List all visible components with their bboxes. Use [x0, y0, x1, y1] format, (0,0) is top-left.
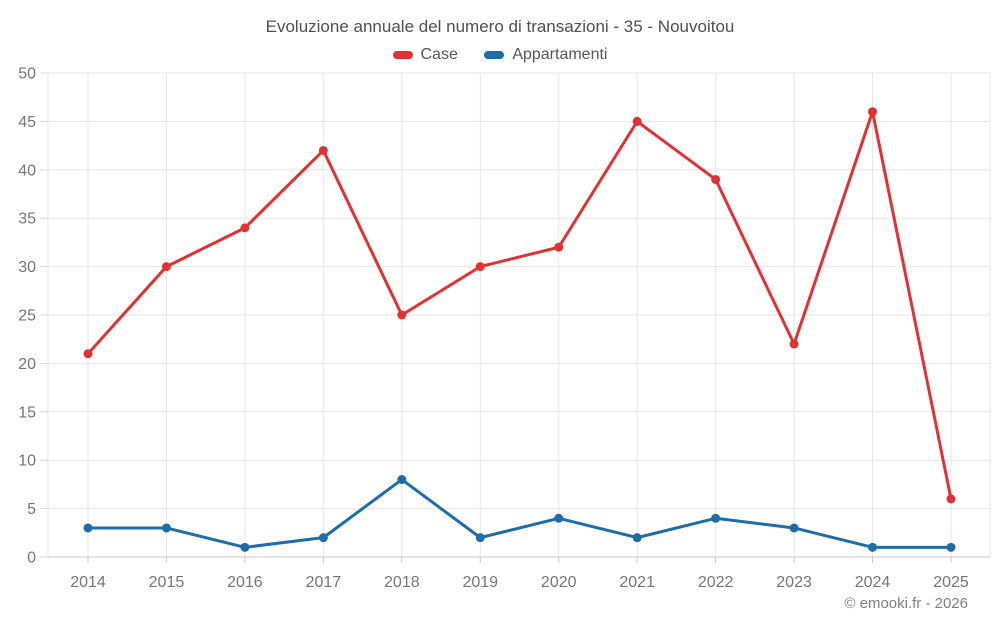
series-line-appartamenti	[86, 478, 953, 549]
x-axis-tick-label: 2021	[619, 574, 655, 591]
legend-item-case[interactable]: Case	[392, 46, 458, 64]
data-point-case[interactable]	[318, 145, 328, 155]
data-point-appartamenti[interactable]	[475, 533, 485, 543]
series-line-case	[86, 110, 953, 501]
copyright-footer: © emooki.fr - 2026	[844, 595, 968, 612]
data-point-case[interactable]	[83, 349, 93, 359]
x-axis-tick-label: 2019	[462, 574, 498, 591]
data-point-appartamenti[interactable]	[711, 513, 721, 523]
y-axis-tick-label: 20	[18, 356, 36, 373]
data-point-case[interactable]	[946, 494, 956, 504]
data-point-case[interactable]	[475, 262, 485, 272]
data-point-case[interactable]	[554, 242, 564, 252]
x-axis-tick-label: 2020	[541, 574, 577, 591]
data-point-appartamenti[interactable]	[240, 542, 250, 552]
y-axis-tick-label: 45	[18, 114, 36, 131]
y-axis-tick-label: 25	[18, 308, 36, 325]
legend: Case Appartamenti	[0, 46, 1000, 64]
x-axis-tick-label: 2024	[855, 574, 891, 591]
data-point-appartamenti[interactable]	[161, 523, 171, 533]
case-series-swatch-icon	[392, 51, 413, 59]
legend-item-appartamenti[interactable]: Appartamenti	[484, 46, 607, 64]
x-axis-tick-label: 2018	[384, 574, 420, 591]
legend-label-case: Case	[420, 46, 458, 63]
data-point-appartamenti[interactable]	[632, 533, 642, 543]
data-point-appartamenti[interactable]	[946, 542, 956, 552]
x-axis-tick-label: 2022	[698, 574, 734, 591]
data-point-appartamenti[interactable]	[397, 475, 407, 485]
x-axis-tick-label: 2015	[149, 574, 185, 591]
data-point-case[interactable]	[868, 107, 878, 117]
y-axis-tick-label: 15	[18, 404, 36, 421]
legend-label-appartamenti: Appartamenti	[512, 46, 608, 63]
data-point-appartamenti[interactable]	[83, 523, 93, 533]
y-axis-tick-label: 10	[18, 453, 36, 470]
x-axis-tick-label: 2016	[227, 574, 263, 591]
data-point-case[interactable]	[240, 223, 250, 233]
appartamenti-series-swatch-icon	[484, 51, 505, 59]
y-axis-tick-label: 50	[18, 66, 36, 83]
y-axis-tick-label: 35	[18, 211, 36, 228]
data-point-case[interactable]	[632, 116, 642, 126]
y-axis-tick-label: 5	[27, 501, 36, 518]
y-axis-tick-label: 30	[18, 259, 36, 276]
data-point-case[interactable]	[397, 310, 407, 320]
x-axis-tick-label: 2014	[70, 574, 106, 591]
data-point-appartamenti[interactable]	[554, 513, 564, 523]
data-point-appartamenti[interactable]	[318, 533, 328, 543]
data-point-case[interactable]	[161, 262, 171, 272]
data-point-appartamenti[interactable]	[868, 542, 878, 552]
x-axis-tick-label: 2017	[306, 574, 342, 591]
chart-title: Evoluzione annuale del numero di transaz…	[265, 17, 735, 36]
data-point-case[interactable]	[711, 174, 721, 184]
x-axis-tick-label: 2025	[933, 574, 969, 591]
y-axis-tick-label: 40	[18, 162, 36, 179]
data-point-case[interactable]	[789, 339, 799, 349]
data-point-appartamenti[interactable]	[789, 523, 799, 533]
y-axis-tick-label: 0	[27, 550, 36, 567]
x-axis-tick-label: 2023	[776, 574, 812, 591]
